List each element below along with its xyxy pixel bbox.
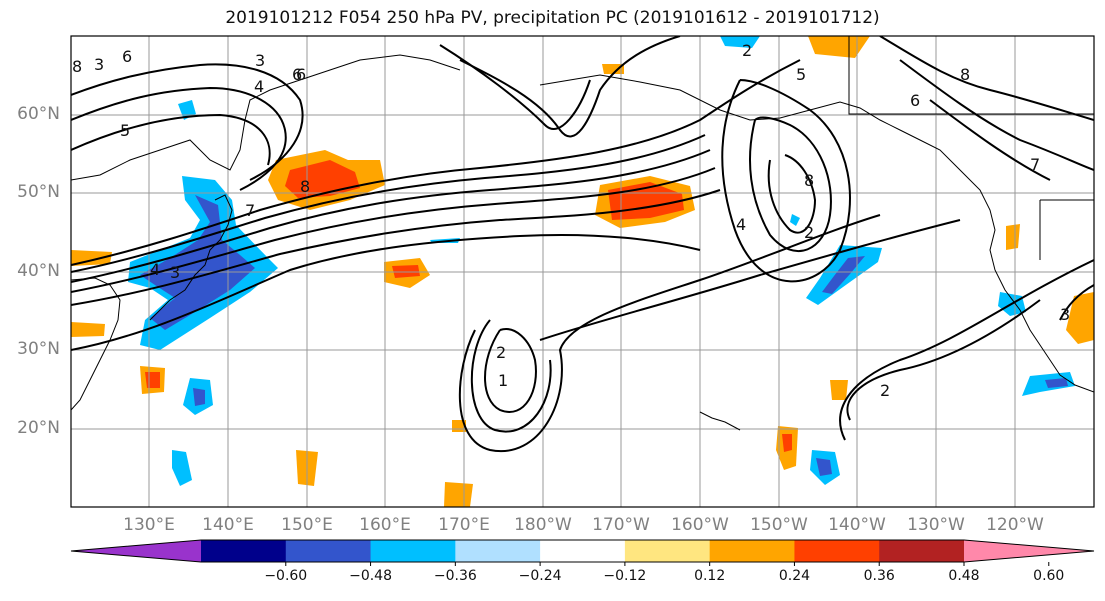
pv-contour-label: 6 bbox=[296, 65, 306, 84]
precip-anomaly-negative bbox=[193, 388, 205, 406]
precip-anomaly-negative bbox=[1045, 378, 1068, 388]
colorbar-bin bbox=[455, 540, 541, 562]
precip-anomaly-positive bbox=[1006, 224, 1020, 250]
colorbar-bin bbox=[201, 540, 287, 562]
lon-label-120w: 120°W bbox=[986, 515, 1044, 535]
pv-contour-label: 4 bbox=[736, 215, 746, 234]
pv-contour-label: 6 bbox=[910, 91, 920, 110]
lon-label-170e: 170°E bbox=[438, 515, 490, 535]
colorbar-outline bbox=[70, 539, 1095, 563]
pv-contour-label: 2 bbox=[742, 41, 752, 60]
pv-contour-label: 3 bbox=[170, 263, 180, 282]
pv-contour-label: 5 bbox=[796, 65, 806, 84]
pv-contour-label: 1 bbox=[498, 371, 508, 390]
colorbar-tick-label: 0.60 bbox=[1033, 568, 1065, 584]
lon-label-160e: 160°E bbox=[359, 515, 411, 535]
lon-label-160w: 160°W bbox=[671, 515, 729, 535]
colorbar-bin bbox=[540, 540, 626, 562]
precip-anomaly-positive bbox=[71, 322, 105, 337]
lon-label-150w: 150°W bbox=[750, 515, 808, 535]
pv-contour-label: 6 bbox=[292, 65, 302, 84]
colorbar-tick-label: 0.36 bbox=[863, 568, 895, 584]
lon-label-170w: 170°W bbox=[592, 515, 650, 535]
colorbar-bin bbox=[624, 540, 711, 562]
precip-anomaly-positive bbox=[782, 434, 792, 452]
pv-contour-label: 4 bbox=[150, 260, 160, 279]
colorbar-tick-label: 0.24 bbox=[778, 568, 811, 584]
precip-anomaly-negative bbox=[816, 458, 832, 476]
lat-label-30n: 30°N bbox=[17, 339, 60, 359]
colorbar-extend-max bbox=[964, 540, 1094, 562]
colorbar-bin bbox=[285, 540, 372, 562]
pv-contour-label: 2 bbox=[880, 381, 890, 400]
pv-contour-label: 8 bbox=[804, 171, 814, 190]
pv-contour-label: 2 bbox=[804, 223, 814, 242]
precip-anomaly-negative bbox=[720, 36, 760, 48]
precip-anomaly-positive bbox=[1066, 292, 1094, 344]
lon-label-130e: 130°E bbox=[123, 515, 175, 535]
map-frame bbox=[70, 35, 1095, 508]
pv-contour-label: 5 bbox=[120, 121, 130, 140]
colorbar-tick-label: 0.48 bbox=[948, 568, 980, 584]
lon-label-130w: 130°W bbox=[907, 515, 965, 535]
pv-contour-label: 3 bbox=[94, 55, 104, 74]
pv-contour-label: 8 bbox=[72, 57, 82, 76]
plot-title: 2019101212 F054 250 hPa PV, precipitatio… bbox=[225, 8, 880, 28]
pv-contour-label: 8 bbox=[300, 177, 310, 196]
precip-anomaly-negative bbox=[790, 214, 800, 226]
colorbar-tick-label: −0.48 bbox=[349, 568, 392, 584]
pv-contours bbox=[71, 36, 1094, 453]
lon-label-150e: 150°E bbox=[281, 515, 333, 535]
colorbar-tick-label: −0.36 bbox=[433, 568, 477, 584]
precip-anomaly-negative bbox=[172, 450, 192, 486]
precip-anomaly-positive bbox=[830, 380, 848, 400]
colorbar-bin bbox=[879, 540, 965, 562]
pv-contour-label: 6 bbox=[122, 47, 132, 66]
pv-contour-label: 3 bbox=[1060, 305, 1070, 324]
pv-contour-label: 4 bbox=[254, 77, 264, 96]
colorbar-extend-min bbox=[71, 540, 201, 562]
colorbar-tick-label: 0.12 bbox=[694, 568, 726, 584]
pv-contour-label: 3 bbox=[255, 51, 265, 70]
colorbar-tick-label: −0.24 bbox=[518, 568, 562, 584]
pv-contour-labels: 6 3 4 5 6 8 7 8 4 3 2 1 2 2 8 6 5 6 3 8 … bbox=[72, 41, 1070, 400]
lon-label-140e: 140°E bbox=[202, 515, 254, 535]
precip-anomaly-positive bbox=[808, 36, 870, 58]
precip-anomaly-negative bbox=[822, 256, 865, 294]
lon-label-180w: 180°W bbox=[514, 515, 572, 535]
precip-anomaly-positive bbox=[444, 482, 473, 507]
pv-contour-label: 2 bbox=[496, 343, 506, 362]
lat-label-60n: 60°N bbox=[17, 104, 60, 124]
precip-anomaly-positive bbox=[602, 64, 624, 74]
colorbar-bin bbox=[709, 540, 795, 562]
pv-contour-label: 8 bbox=[960, 65, 970, 84]
colorbar-bin bbox=[794, 540, 880, 562]
pv-contour-label: 7 bbox=[245, 201, 255, 220]
colorbar-bin bbox=[370, 540, 456, 562]
lat-label-40n: 40°N bbox=[17, 261, 60, 281]
pv-contour-label: 7 bbox=[1030, 155, 1040, 174]
lat-label-20n: 20°N bbox=[17, 418, 60, 438]
lat-label-50n: 50°N bbox=[17, 182, 60, 202]
lon-label-140w: 140°W bbox=[828, 515, 886, 535]
colorbar-tick-label: −0.60 bbox=[264, 568, 308, 584]
colorbar-tick-label: −0.12 bbox=[603, 568, 647, 584]
